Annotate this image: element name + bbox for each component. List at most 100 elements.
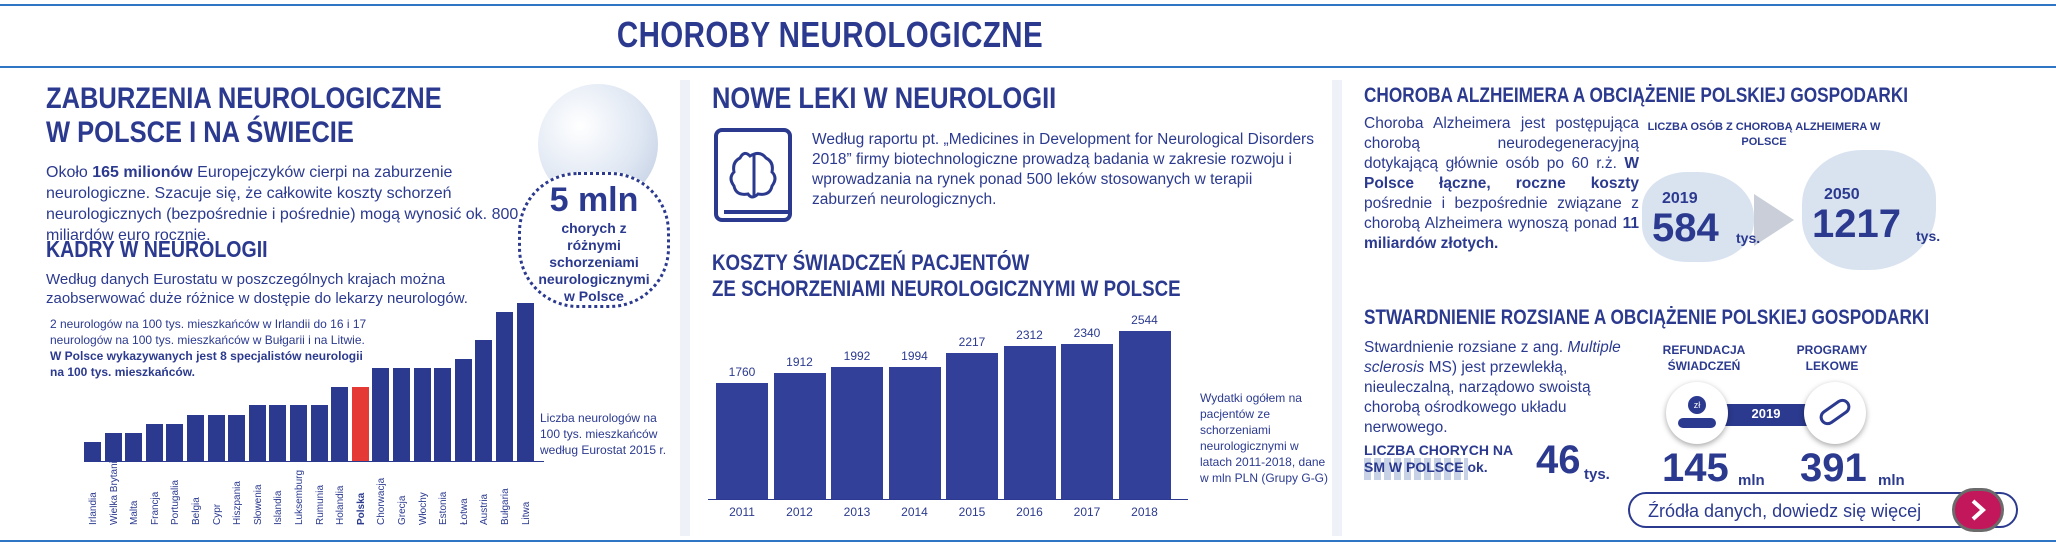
chart-tick-label: 2017 (1073, 505, 1101, 519)
mid-text: Według raportu pt. „Medicines in Develop… (812, 131, 1314, 208)
chart-data-label: 2544 (1131, 313, 1158, 327)
chart-data-label: 1994 (901, 349, 928, 364)
chart-bar (773, 372, 826, 499)
chart-bar (372, 368, 390, 461)
chart-tick-label: Francja (149, 491, 161, 525)
costs-caption: Wydatki ogółem na pacjentów ze schorzeni… (1200, 391, 1329, 485)
chart-bar (207, 414, 225, 461)
ms-title: STWARDNIENIE ROZSIANE A OBCIĄŻENIE POLSK… (1364, 306, 2053, 330)
chart-tick-label: Holandia (335, 485, 347, 525)
alz-unit1: tys. (1736, 230, 1761, 246)
chart-tick-label: 2016 (1016, 505, 1043, 519)
neurologists-caption: Liczba neurologów na 100 tys. mieszkańcó… (540, 411, 667, 457)
chart-tick-label: 2015 (958, 505, 986, 519)
chart-tick-label: Chorwacja (376, 477, 388, 525)
alz-value1: 584 (1652, 206, 1719, 250)
chart-bar (475, 340, 493, 461)
chart-bar (496, 312, 513, 461)
chart-bar (716, 382, 768, 499)
page-title: CHOROBY NEUROLOGICZNE (616, 14, 1044, 55)
intro-pre: Około (46, 164, 93, 181)
chart-tick-label: 2011 (729, 505, 755, 519)
alz-title: CHOROBA ALZHEIMERA A OBCIĄŻENIE POLSKIEJ… (1364, 84, 2027, 108)
note-line2: neurologów na 100 tys. mieszkańców w Buł… (50, 333, 365, 347)
panel-neurological-disorders: ZABURZENIA NEUROLOGICZNE W POLSCE I NA Ś… (28, 80, 680, 536)
refund-label: REFUNDACJA ŚWIADCZEŃ (1662, 343, 1746, 373)
chart-bar (290, 405, 307, 461)
chart-tick-label: 2014 (901, 505, 928, 519)
header-bottom-line (0, 66, 2056, 68)
alz-text-pre: Choroba Alzheimera jest postępująca chor… (1364, 115, 1639, 172)
chart-bar (248, 405, 266, 461)
costs-title-line1: KOSZTY ŚWIADCZEŃ PACJENTÓW (712, 250, 1030, 275)
brain-book-icon (710, 126, 798, 226)
mid-title-text: NOWE LEKI W NEUROLOGII (712, 82, 1057, 115)
alz-text-mid: pośrednie i bezpośrednie związane z chor… (1364, 195, 1639, 232)
ms-year: 2019 (1751, 406, 1781, 421)
left-title-line1: ZABURZENIA NEUROLOGICZNE (46, 82, 442, 115)
neurologists-chart: Irlandia Wielka Brytania Malta Francja Portu… (84, 280, 544, 530)
ms-title-text: STWARDNIENIE ROZSIANE A OBCIĄŻENIE POLSK… (1364, 306, 1930, 329)
chart-tick-label: Belgia (191, 497, 202, 525)
chart-left-axis (84, 461, 544, 462)
note-bold: W Polsce wykazywanych jest 8 specjalistó… (50, 349, 363, 379)
costs-title-line2: ZE SCHORZENIAMI NEUROLOGICZNYMI W POLSCE (712, 276, 1181, 301)
staff-title-text: KADRY W NEUROLOGII (46, 236, 268, 262)
chart-tick-label: Cypr (211, 503, 223, 525)
coin-icon: zł (1688, 396, 1706, 414)
chart-data-label: 2340 (1073, 326, 1101, 341)
arrow-right-icon[interactable] (1952, 488, 2004, 532)
alz-year1: 2019 (1662, 190, 1698, 207)
chart-bar (310, 405, 328, 461)
chart-bar (1061, 344, 1113, 499)
chart-bar (145, 423, 163, 461)
chart-bar (393, 368, 410, 461)
chart-data-label: 1992 (843, 349, 871, 364)
chart-tick-label: Hiszpania (232, 481, 244, 525)
note-line1: 2 neurologów na 100 tys. mieszkańców w I… (50, 317, 367, 331)
alz-text-bold2: 11 miliardów złotych. (1364, 215, 1639, 252)
alz-value2: 1217 (1812, 202, 1901, 246)
badge-value: 5 mln (549, 181, 639, 219)
alz-text-bold1: W Polsce łączne, roczne koszty (1364, 155, 1639, 192)
costs-title: KOSZTY ŚWIADCZEŃ PACJENTÓW ZE SCHORZENIA… (712, 250, 1263, 302)
pills-icon (1804, 382, 1866, 444)
staff-text: Według danych Eurostatu w poszczególnych… (46, 271, 468, 307)
chart-tick-label: Portugalia (170, 479, 182, 525)
programs-label: PROGRAMY LEKOWE (1796, 343, 1868, 373)
chart-bar (413, 368, 431, 461)
chart-tick-label: Litwa (520, 501, 532, 525)
chart-tick-label: Estonia (438, 491, 450, 525)
chart-bar (187, 414, 204, 461)
chart-tick-label: Luksemburg (294, 469, 305, 525)
panel-separator (680, 80, 690, 536)
sources-button-label: Źródła danych, dowiedz się więcej (1648, 501, 1922, 521)
alz-unit2: tys. (1916, 228, 1941, 244)
chart-tick-label: Irlandia (88, 492, 99, 525)
chart-bar (351, 386, 369, 461)
chart-bar (1118, 331, 1171, 499)
alz-map-title: LICZBA OSÓB Z CHOROBĄ ALZHEIMERA W POLSC… (1647, 121, 1881, 148)
ms-count-label: LICZBA CHORYCH NA SM W POLSCE ok. (1364, 442, 1513, 475)
chart-tick-label: Austria (479, 493, 491, 525)
hand-coin-icon: zł (1666, 382, 1728, 444)
chart-tick-label: 2012 (786, 505, 813, 519)
hand-shape (1678, 418, 1716, 428)
chart-tick-label: Wielka Brytania (108, 455, 120, 525)
header-top-line (0, 4, 2056, 6)
left-title: ZABURZENIA NEUROLOGICZNE W POLSCE I NA Ś… (46, 82, 512, 150)
chart-bar (1003, 346, 1056, 499)
refund-value: 145 (1662, 446, 1729, 490)
staff-note: 2 neurologów na 100 tys. mieszkańców w I… (50, 316, 410, 380)
chart-bar (269, 405, 287, 461)
chart-tick-label: Grecja (397, 495, 408, 525)
chart-bar (434, 368, 452, 461)
chart-tick-label: Łotwa (458, 498, 470, 525)
badge-text: chorych z różnymi schorzeniami neurologi… (538, 220, 650, 304)
mid-title: NOWE LEKI W NEUROLOGII (712, 82, 1117, 116)
chart-bar (125, 433, 143, 461)
people-icon (1364, 458, 1468, 480)
chart-tick-label: Polska (355, 492, 367, 525)
chart-data-label: 1760 (728, 364, 756, 379)
chart-bar (516, 303, 534, 461)
